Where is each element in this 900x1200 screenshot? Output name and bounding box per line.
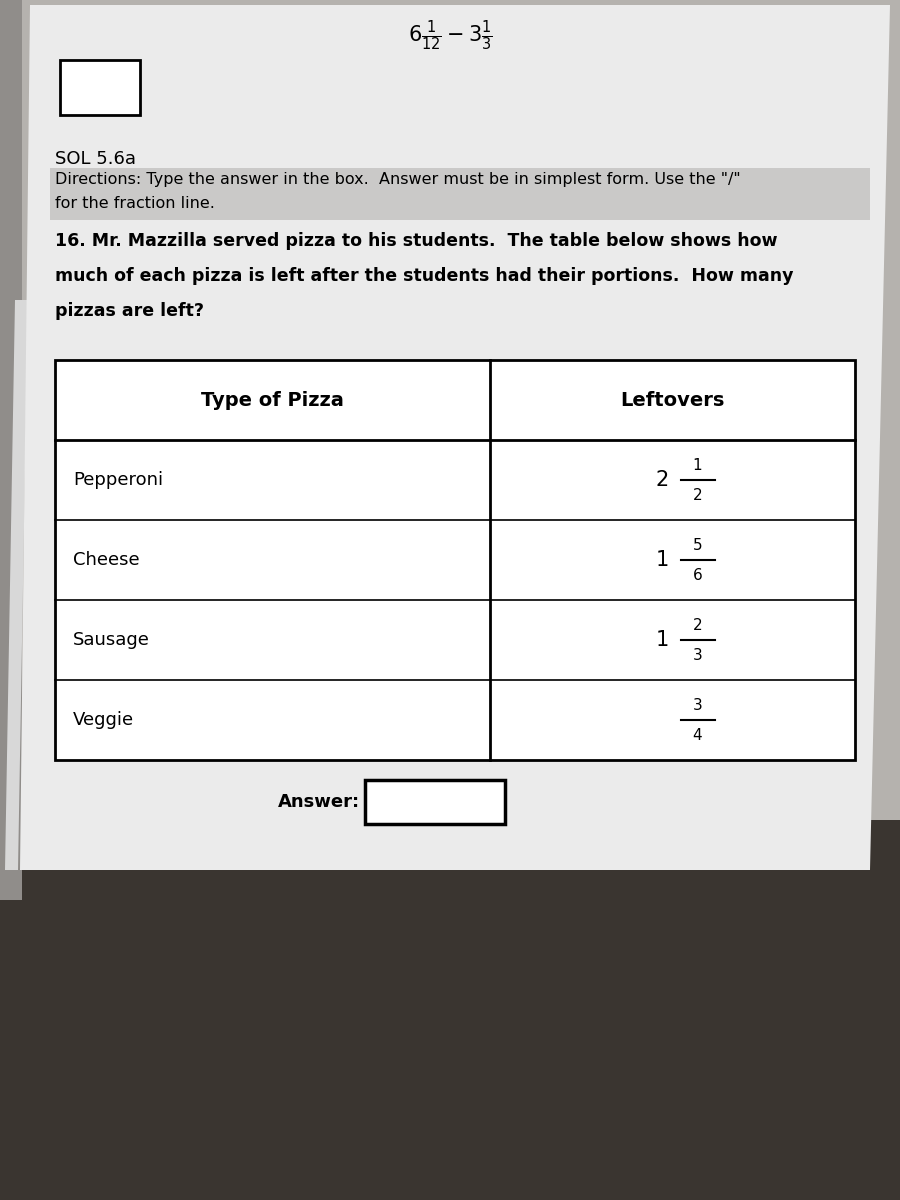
- Text: Leftovers: Leftovers: [620, 390, 724, 409]
- Bar: [55, 360, 855, 760]
- Text: 2: 2: [656, 470, 669, 490]
- Text: 1: 1: [656, 630, 669, 650]
- Text: Veggie: Veggie: [73, 710, 134, 728]
- Bar: [50, 168, 870, 220]
- Bar: [0, 0, 22, 900]
- Text: 6: 6: [693, 568, 702, 582]
- Text: 3: 3: [693, 648, 702, 662]
- Text: 16. Mr. Mazzilla served pizza to his students.  The table below shows how: 16. Mr. Mazzilla served pizza to his stu…: [55, 232, 778, 250]
- Text: $6\frac{1}{12} - 3\frac{1}{3}$: $6\frac{1}{12} - 3\frac{1}{3}$: [408, 18, 492, 53]
- Text: 1: 1: [656, 550, 669, 570]
- Bar: [0, 820, 900, 1200]
- Text: Directions: Type the answer in the box.  Answer must be in simplest form. Use th: Directions: Type the answer in the box. …: [55, 172, 741, 187]
- Text: Sausage: Sausage: [73, 631, 150, 649]
- Text: Pepperoni: Pepperoni: [73, 470, 163, 490]
- Polygon shape: [5, 300, 28, 870]
- Text: 1: 1: [693, 458, 702, 474]
- Bar: [365, 780, 505, 824]
- Text: SOL 5.6a: SOL 5.6a: [55, 150, 136, 168]
- Text: 2: 2: [693, 487, 702, 503]
- Text: for the fraction line.: for the fraction line.: [55, 196, 215, 211]
- Bar: [60, 60, 140, 115]
- Text: 4: 4: [693, 727, 702, 743]
- Text: Answer:: Answer:: [278, 793, 360, 811]
- Text: much of each pizza is left after the students had their portions.  How many: much of each pizza is left after the stu…: [55, 266, 794, 284]
- Bar: [0, 0, 900, 820]
- Text: Cheese: Cheese: [73, 551, 140, 569]
- Text: 5: 5: [693, 539, 702, 553]
- Text: pizzas are left?: pizzas are left?: [55, 302, 204, 320]
- Text: Type of Pizza: Type of Pizza: [201, 390, 344, 409]
- Polygon shape: [20, 5, 890, 870]
- Text: 2: 2: [693, 618, 702, 634]
- Text: 3: 3: [693, 698, 702, 714]
